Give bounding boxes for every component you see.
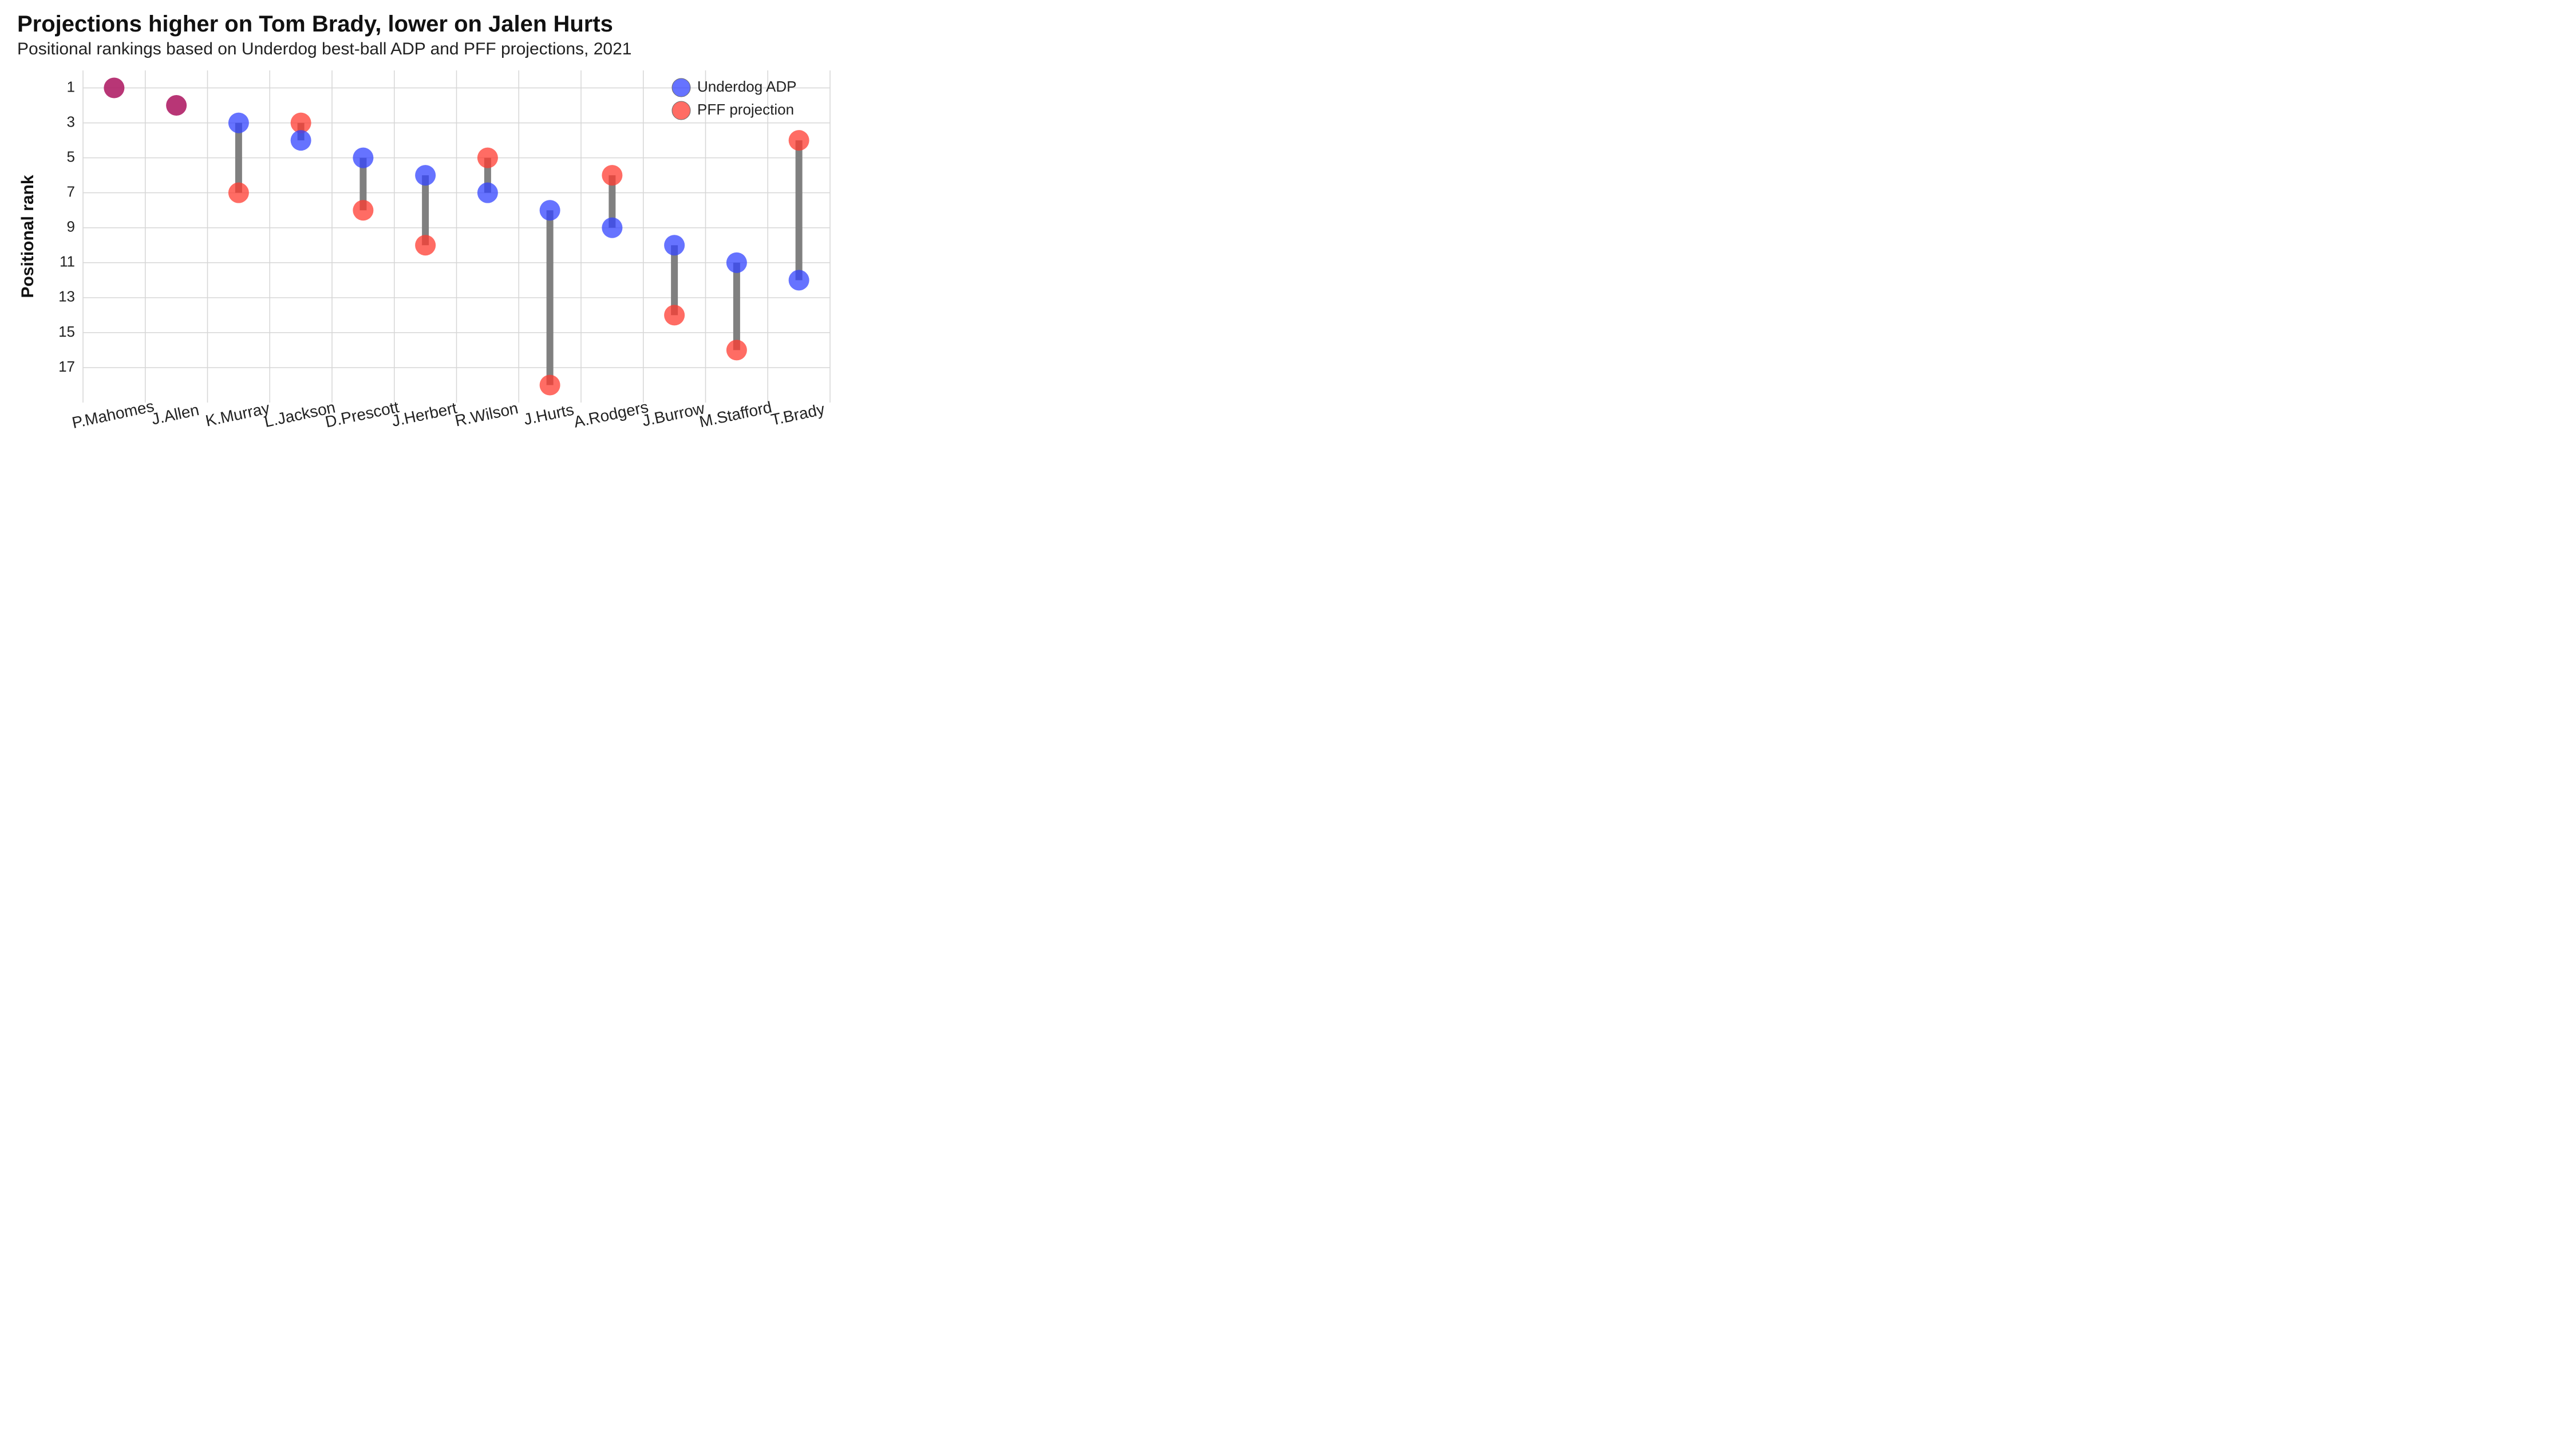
marker-pff	[602, 165, 622, 186]
y-tick-label: 15	[58, 323, 75, 340]
marker-pff	[789, 130, 809, 151]
marker-same	[104, 78, 124, 98]
marker-adp	[664, 235, 685, 255]
legend-label-adp: Underdog ADP	[697, 78, 796, 95]
marker-pff	[415, 235, 436, 255]
chart-svg: 1357911131517Positional rankP.MahomesJ.A…	[17, 59, 841, 471]
marker-pff	[477, 148, 498, 168]
marker-pff	[664, 305, 685, 325]
marker-adp	[602, 218, 622, 238]
marker-adp	[415, 165, 436, 186]
legend-label-pff: PFF projection	[697, 101, 794, 118]
y-tick-label: 1	[67, 78, 75, 95]
legend-marker-adp	[672, 78, 690, 97]
marker-pff	[353, 200, 373, 220]
legend-marker-pff	[672, 101, 690, 120]
chart-subtitle: Positional rankings based on Underdog be…	[17, 40, 841, 59]
chart-container: Projections higher on Tom Brady, lower o…	[0, 0, 859, 481]
y-tick-label: 11	[60, 253, 75, 270]
marker-adp	[477, 183, 498, 203]
y-tick-label: 13	[58, 288, 75, 305]
plot-area: 1357911131517Positional rankP.MahomesJ.A…	[17, 59, 841, 474]
marker-adp	[726, 253, 747, 273]
y-axis-label: Positional rank	[18, 175, 37, 298]
marker-pff	[726, 340, 747, 360]
y-tick-label: 17	[58, 358, 75, 375]
marker-adp	[353, 148, 373, 168]
y-tick-label: 7	[67, 183, 75, 200]
marker-pff	[228, 183, 249, 203]
marker-adp	[540, 200, 560, 220]
y-tick-label: 3	[67, 113, 75, 130]
marker-adp	[228, 113, 249, 133]
y-tick-label: 5	[67, 148, 75, 165]
marker-adp	[789, 270, 809, 290]
marker-same	[166, 95, 187, 116]
chart-title: Projections higher on Tom Brady, lower o…	[17, 11, 841, 37]
marker-adp	[291, 130, 311, 151]
marker-pff	[540, 374, 560, 395]
y-tick-label: 9	[67, 218, 75, 235]
